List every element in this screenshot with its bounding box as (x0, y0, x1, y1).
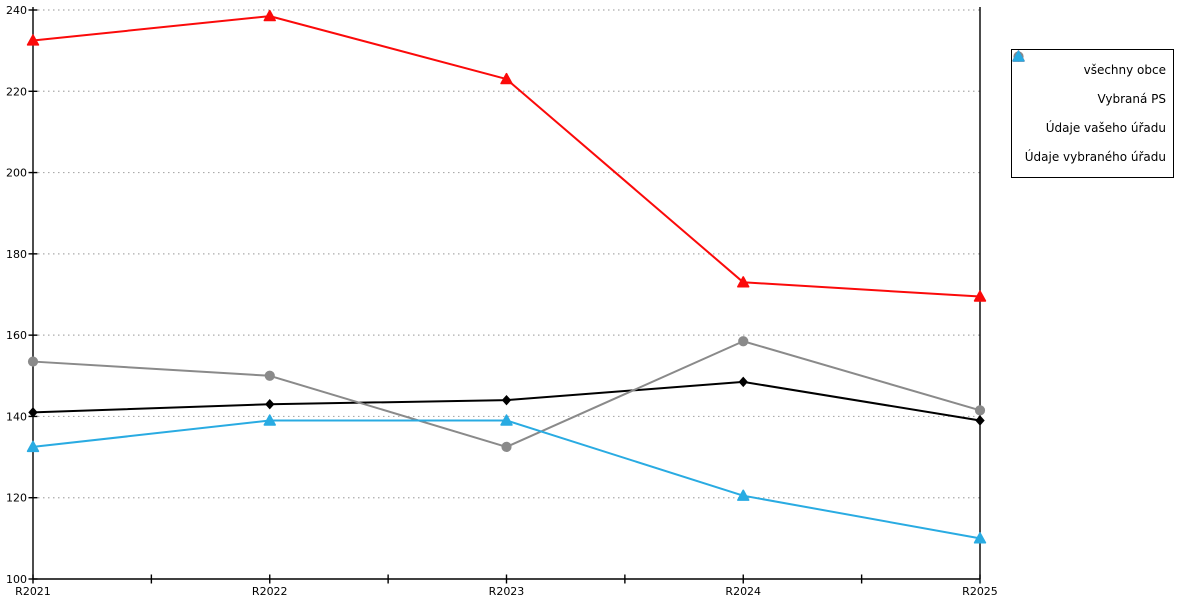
diamond-marker-icon (28, 407, 38, 418)
triangle-marker-icon (263, 9, 276, 22)
triangle-marker-icon (500, 414, 513, 426)
triangle-marker-icon (263, 414, 276, 426)
y-tick-label: 160 (6, 329, 27, 342)
triangle-marker-icon (500, 72, 513, 85)
series-vsechny-obce (28, 376, 985, 426)
axes (28, 7, 981, 584)
x-tick-label: R2024 (725, 585, 761, 598)
legend-item-label: Údaje vybraného úřadu (1024, 150, 1166, 164)
y-tick-label: 100 (6, 573, 27, 586)
y-tick-label: 140 (6, 410, 27, 423)
circle-marker-icon (974, 405, 986, 416)
triangle-marker-icon (973, 532, 987, 544)
circle-marker-icon (27, 356, 39, 367)
legend-item-label: všechny obce (1083, 63, 1166, 77)
circle-marker-icon (501, 441, 512, 453)
y-tick-label: 180 (6, 248, 27, 261)
legend-item-udaje-vaseho-uradu: Údaje vašeho úřadu (1012, 50, 1173, 143)
y-tick-labels: 100 120 140 160 180 200 220 240 (6, 4, 27, 586)
y-tick-label: 120 (6, 492, 27, 505)
series-vybrana-ps (27, 336, 986, 453)
x-tick-label: R2021 (15, 585, 51, 598)
x-tick-label: R2025 (962, 585, 998, 598)
diamond-marker-icon (265, 399, 275, 410)
triangle-marker-icon (1012, 50, 1025, 62)
circle-marker-icon (264, 370, 275, 381)
diamond-marker-icon (975, 415, 985, 426)
circle-marker-icon (738, 336, 749, 347)
triangle-marker-icon (26, 440, 40, 453)
y-tick-label: 200 (6, 167, 27, 180)
triangle-marker-icon (737, 489, 750, 501)
triangle-marker-icon (973, 290, 987, 302)
x-tick-labels: R2021 R2022 R2023 R2024 R2025 (15, 585, 998, 598)
legend-triangle-up-icon (1012, 50, 1025, 62)
diamond-marker-icon (501, 394, 512, 406)
legend-item-label: Údaje vašeho úřadu (1045, 121, 1166, 135)
legend-item-vybrana-ps: Vybraná PS (1012, 51, 1173, 114)
series-udaje-vaseho-uradu (26, 9, 987, 302)
series-udaje-vybraneho-uradu (26, 414, 987, 544)
legend-item-udaje-vybraneho-uradu: Údaje vybraného úřadu (1012, 50, 1173, 172)
legend-item-label: Vybraná PS (1097, 92, 1166, 106)
triangle-marker-icon (26, 34, 40, 46)
x-tick-label: R2023 (489, 585, 525, 598)
legend-item-vsechny-obce: všechny obce (1012, 51, 1173, 85)
y-tick-label: 240 (6, 4, 27, 17)
legend: všechny obce Vybraná PS Údaje vašeho úřadu… (1011, 49, 1174, 178)
y-tick-label: 220 (6, 85, 27, 98)
triangle-marker-icon (737, 276, 750, 288)
x-tick-label: R2022 (252, 585, 288, 598)
diamond-marker-icon (738, 376, 748, 388)
